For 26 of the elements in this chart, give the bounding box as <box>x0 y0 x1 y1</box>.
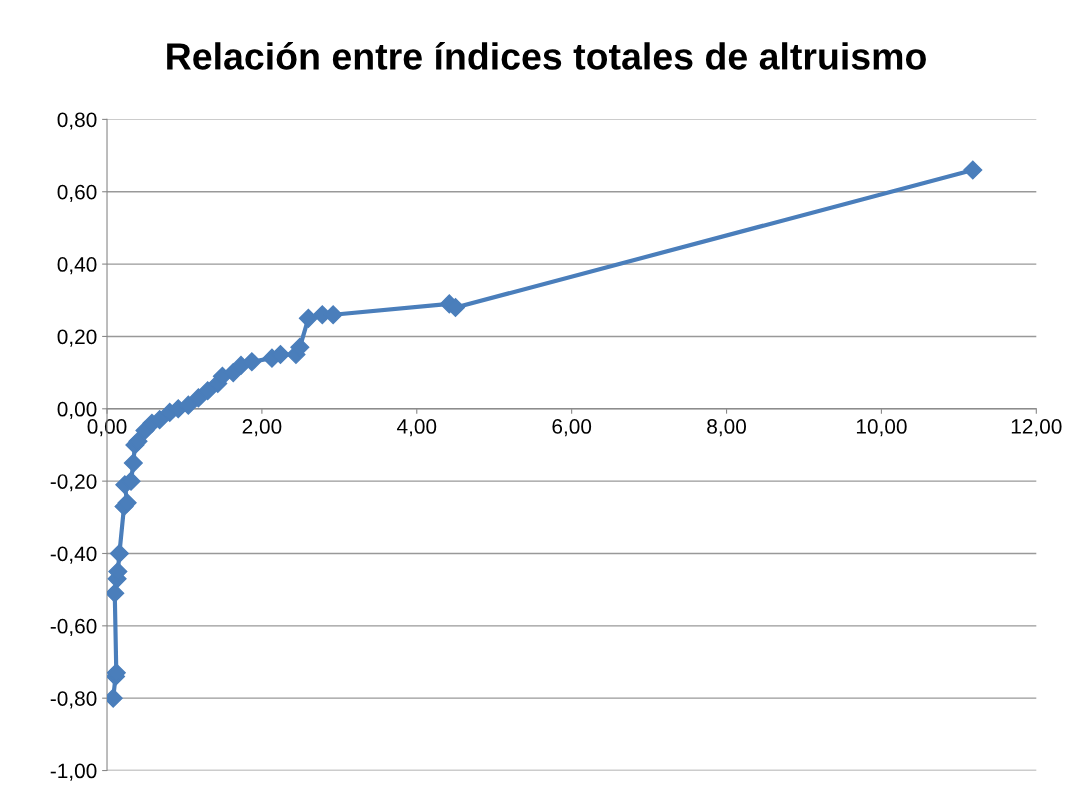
point <box>123 453 143 473</box>
y-tick-label: 0,40 <box>57 257 97 275</box>
point <box>109 543 129 564</box>
x-tick-label: 2,00 <box>242 419 282 437</box>
point <box>298 308 318 328</box>
y-tick-label: -0,20 <box>50 474 97 492</box>
y-tick-label: -0,60 <box>50 618 97 637</box>
x-tick-label: 8,00 <box>707 419 746 437</box>
point <box>198 381 218 401</box>
y-tick-label: 0,60 <box>57 184 97 202</box>
point <box>107 583 125 603</box>
point <box>178 395 198 415</box>
x-tick-label: 12,00 <box>1011 419 1062 437</box>
y-tick-label: -0,40 <box>50 546 97 564</box>
point <box>963 160 983 180</box>
x-tick-label: 4,00 <box>396 419 437 437</box>
y-tick-label: -0,80 <box>50 691 97 709</box>
y-tick-label: -1,00 <box>50 763 97 781</box>
y-tick-label: 0,20 <box>57 329 97 347</box>
chart-title: Relación entre índices totales de altruismo <box>167 41 926 70</box>
point <box>242 352 262 372</box>
x-tick-label: 0,00 <box>87 419 127 437</box>
x-tick-label: 6,00 <box>552 419 592 437</box>
y-tick-label: 0,80 <box>57 112 97 130</box>
y-tick-label: 0,00 <box>57 401 97 420</box>
x-tick-label: 10,00 <box>856 419 907 437</box>
